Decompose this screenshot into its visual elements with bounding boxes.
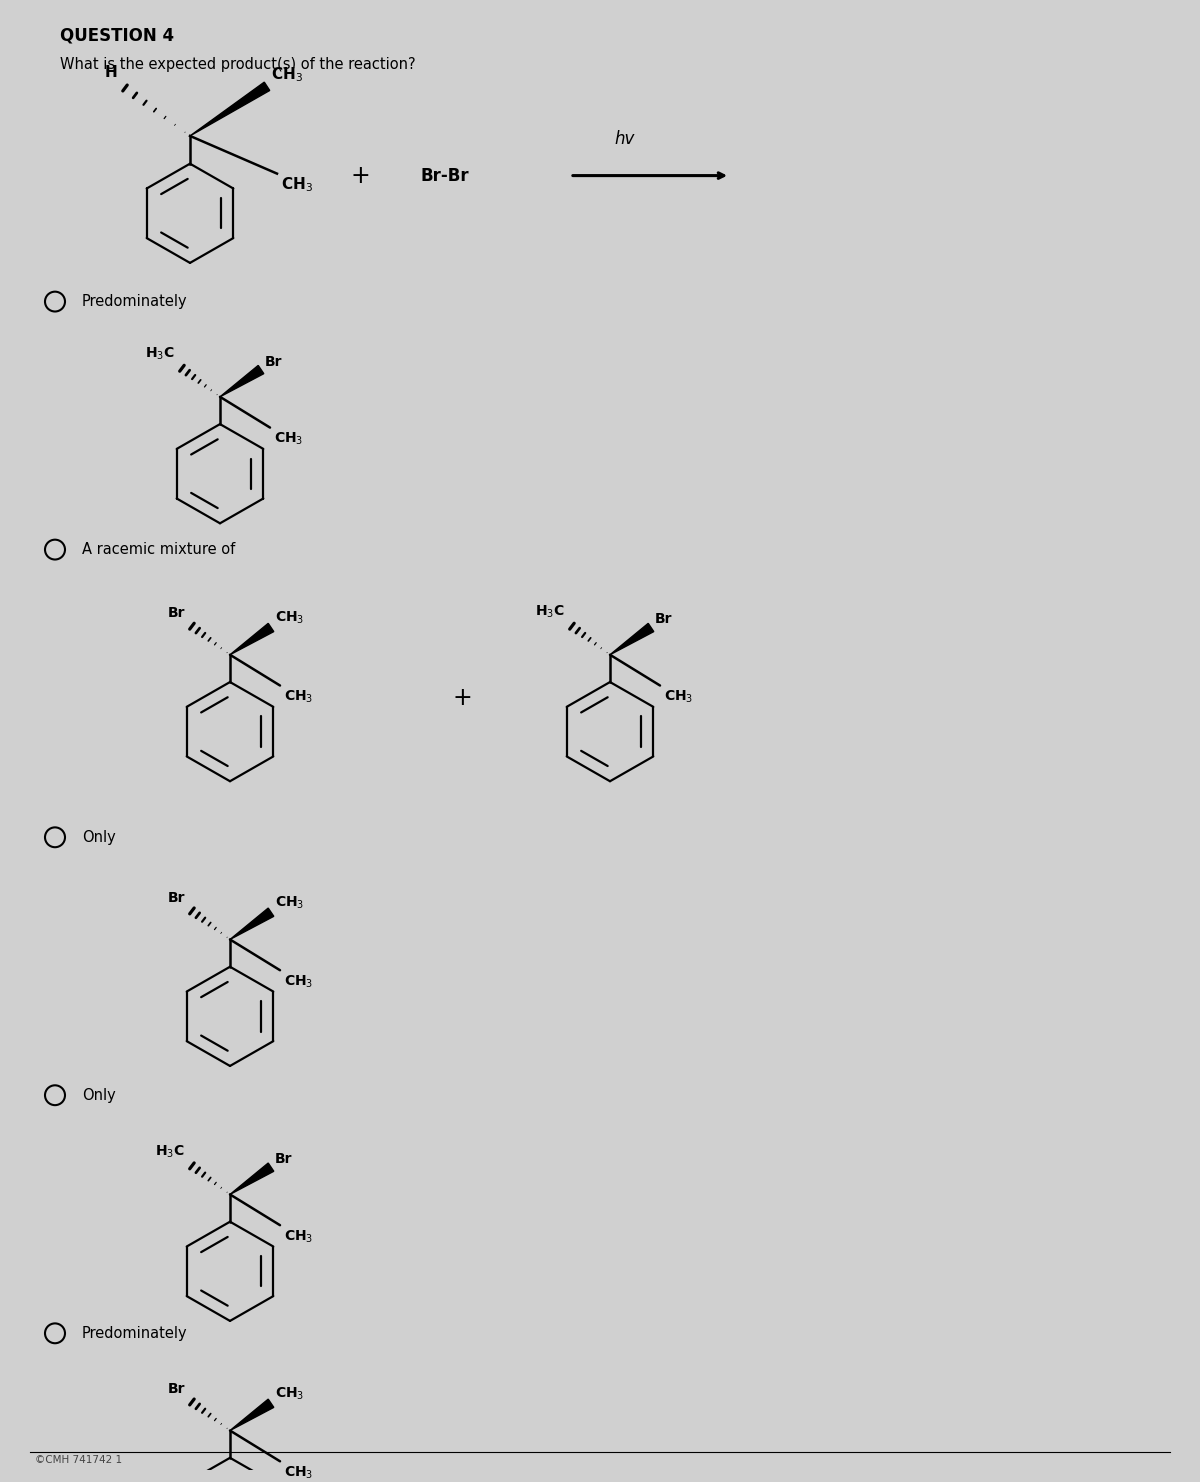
Polygon shape — [190, 82, 270, 136]
Text: H$_3$C: H$_3$C — [535, 603, 565, 619]
Text: Only: Only — [82, 1088, 115, 1103]
Polygon shape — [220, 366, 264, 397]
Text: CH$_3$: CH$_3$ — [284, 974, 313, 990]
Text: Br: Br — [168, 606, 185, 619]
Text: hv: hv — [614, 130, 635, 148]
Text: CH$_3$: CH$_3$ — [275, 1386, 305, 1402]
Text: ©CMH 741742 1: ©CMH 741742 1 — [35, 1455, 122, 1466]
Text: Br: Br — [265, 354, 282, 369]
Text: H: H — [104, 65, 116, 80]
Text: +: + — [350, 163, 370, 188]
Text: CH$_3$: CH$_3$ — [284, 689, 313, 705]
Text: A racemic mixture of: A racemic mixture of — [82, 542, 235, 557]
Text: CH$_3$: CH$_3$ — [275, 895, 305, 911]
Text: +: + — [452, 686, 472, 710]
Text: Br-Br: Br-Br — [420, 166, 469, 185]
Text: Br: Br — [168, 1381, 185, 1396]
Polygon shape — [230, 1163, 274, 1194]
Text: CH$_3$: CH$_3$ — [281, 175, 313, 194]
Text: Br: Br — [655, 612, 672, 627]
Text: H$_3$C: H$_3$C — [155, 1143, 185, 1160]
Text: Only: Only — [82, 830, 115, 845]
Polygon shape — [230, 1399, 274, 1430]
Text: CH$_3$: CH$_3$ — [274, 431, 304, 448]
Text: Predominately: Predominately — [82, 1326, 187, 1341]
Text: CH$_3$: CH$_3$ — [664, 689, 694, 705]
Text: CH$_3$: CH$_3$ — [284, 1464, 313, 1481]
Polygon shape — [230, 624, 274, 655]
Text: Br: Br — [275, 1152, 293, 1166]
Text: Br: Br — [168, 891, 185, 904]
Text: QUESTION 4: QUESTION 4 — [60, 27, 174, 44]
Polygon shape — [610, 624, 654, 655]
Text: CH$_3$: CH$_3$ — [275, 611, 305, 627]
Polygon shape — [230, 908, 274, 940]
Text: Predominately: Predominately — [82, 293, 187, 310]
Text: What is the expected product(s) of the reaction?: What is the expected product(s) of the r… — [60, 56, 415, 71]
Text: H$_3$C: H$_3$C — [145, 345, 175, 362]
Text: CH$_3$: CH$_3$ — [284, 1229, 313, 1245]
Text: CH$_3$: CH$_3$ — [271, 65, 302, 84]
